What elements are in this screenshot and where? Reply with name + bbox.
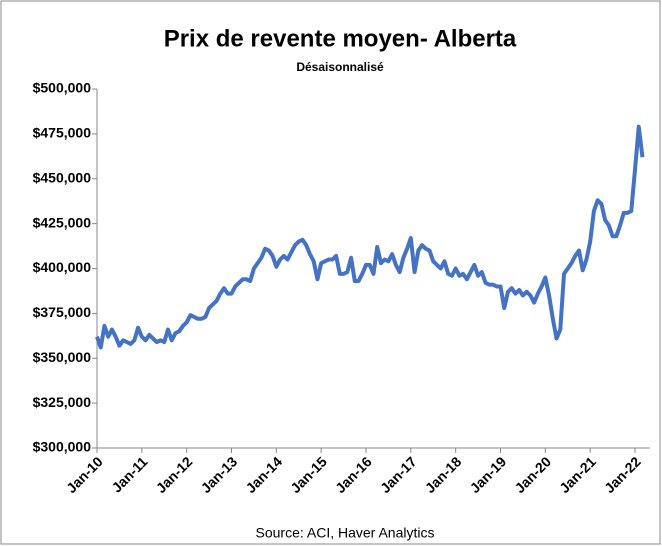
y-tick-label: $375,000: [33, 304, 92, 320]
y-tick-label: $475,000: [33, 125, 92, 141]
y-tick-label: $450,000: [33, 169, 92, 185]
y-tick-label: $350,000: [33, 349, 92, 365]
source-note: Source: ACI, Haver Analytics: [256, 525, 435, 541]
y-tick-label: $400,000: [33, 259, 92, 275]
chart-title: Prix de revente moyen- Alberta: [164, 25, 517, 52]
y-tick-label: $325,000: [33, 394, 92, 410]
y-tick-label: $300,000: [33, 439, 92, 455]
data-line: [95, 124, 645, 350]
y-tick-label: $500,000: [33, 80, 92, 96]
y-tick-label: $425,000: [33, 214, 92, 230]
chart-subtitle: Désaisonnalisé: [296, 60, 384, 74]
